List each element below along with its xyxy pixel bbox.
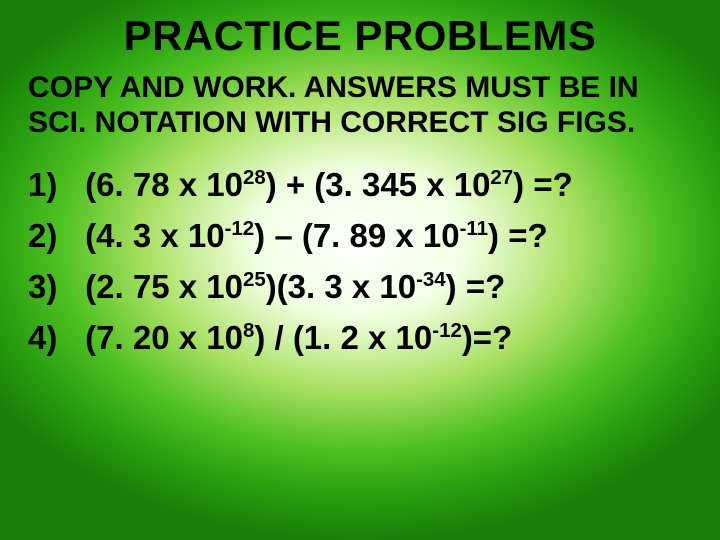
slide: PRACTICE PROBLEMS COPY AND WORK. ANSWERS… — [0, 0, 720, 540]
problem-text: ) =? — [513, 166, 573, 203]
instructions-text: COPY AND WORK. ANSWERS MUST BE IN SCI. N… — [28, 70, 692, 141]
problem-text: )=? — [462, 319, 512, 356]
problem-text: (2. 75 x 10 — [85, 268, 243, 305]
exponent: 27 — [490, 166, 513, 189]
exponent: -11 — [460, 217, 488, 240]
problem-text: (7. 20 x 10 — [85, 319, 243, 356]
problem-text: ) / (1. 2 x 10 — [254, 319, 432, 356]
problem-text: ) – (7. 89 x 10 — [254, 217, 459, 254]
problem-number: 1) — [28, 159, 76, 210]
exponent: -12 — [225, 217, 255, 240]
problem-text: (4. 3 x 10 — [85, 217, 224, 254]
problem-text: (6. 78 x 10 — [85, 166, 243, 203]
problem-row: 2) (4. 3 x 10-12) – (7. 89 x 10-11) =? — [28, 210, 692, 261]
problem-number: 3) — [28, 261, 76, 312]
problem-list: 1) (6. 78 x 1028) + (3. 345 x 1027) =? 2… — [28, 159, 692, 364]
problem-row: 4) (7. 20 x 108) / (1. 2 x 10-12)=? — [28, 312, 692, 363]
exponent: 25 — [243, 268, 266, 291]
exponent: -12 — [432, 319, 462, 342]
problem-text: ) =? — [446, 268, 506, 305]
problem-text: ) =? — [488, 217, 548, 254]
problem-number: 2) — [28, 210, 76, 261]
problem-text: ) + (3. 345 x 10 — [266, 166, 491, 203]
problem-row: 3) (2. 75 x 1025)(3. 3 x 10-34) =? — [28, 261, 692, 312]
problem-number: 4) — [28, 312, 76, 363]
exponent: -34 — [416, 268, 446, 291]
exponent: 8 — [243, 319, 254, 342]
exponent: 28 — [243, 166, 266, 189]
problem-row: 1) (6. 78 x 1028) + (3. 345 x 1027) =? — [28, 159, 692, 210]
problem-text: )(3. 3 x 10 — [266, 268, 416, 305]
page-title: PRACTICE PROBLEMS — [28, 12, 692, 60]
